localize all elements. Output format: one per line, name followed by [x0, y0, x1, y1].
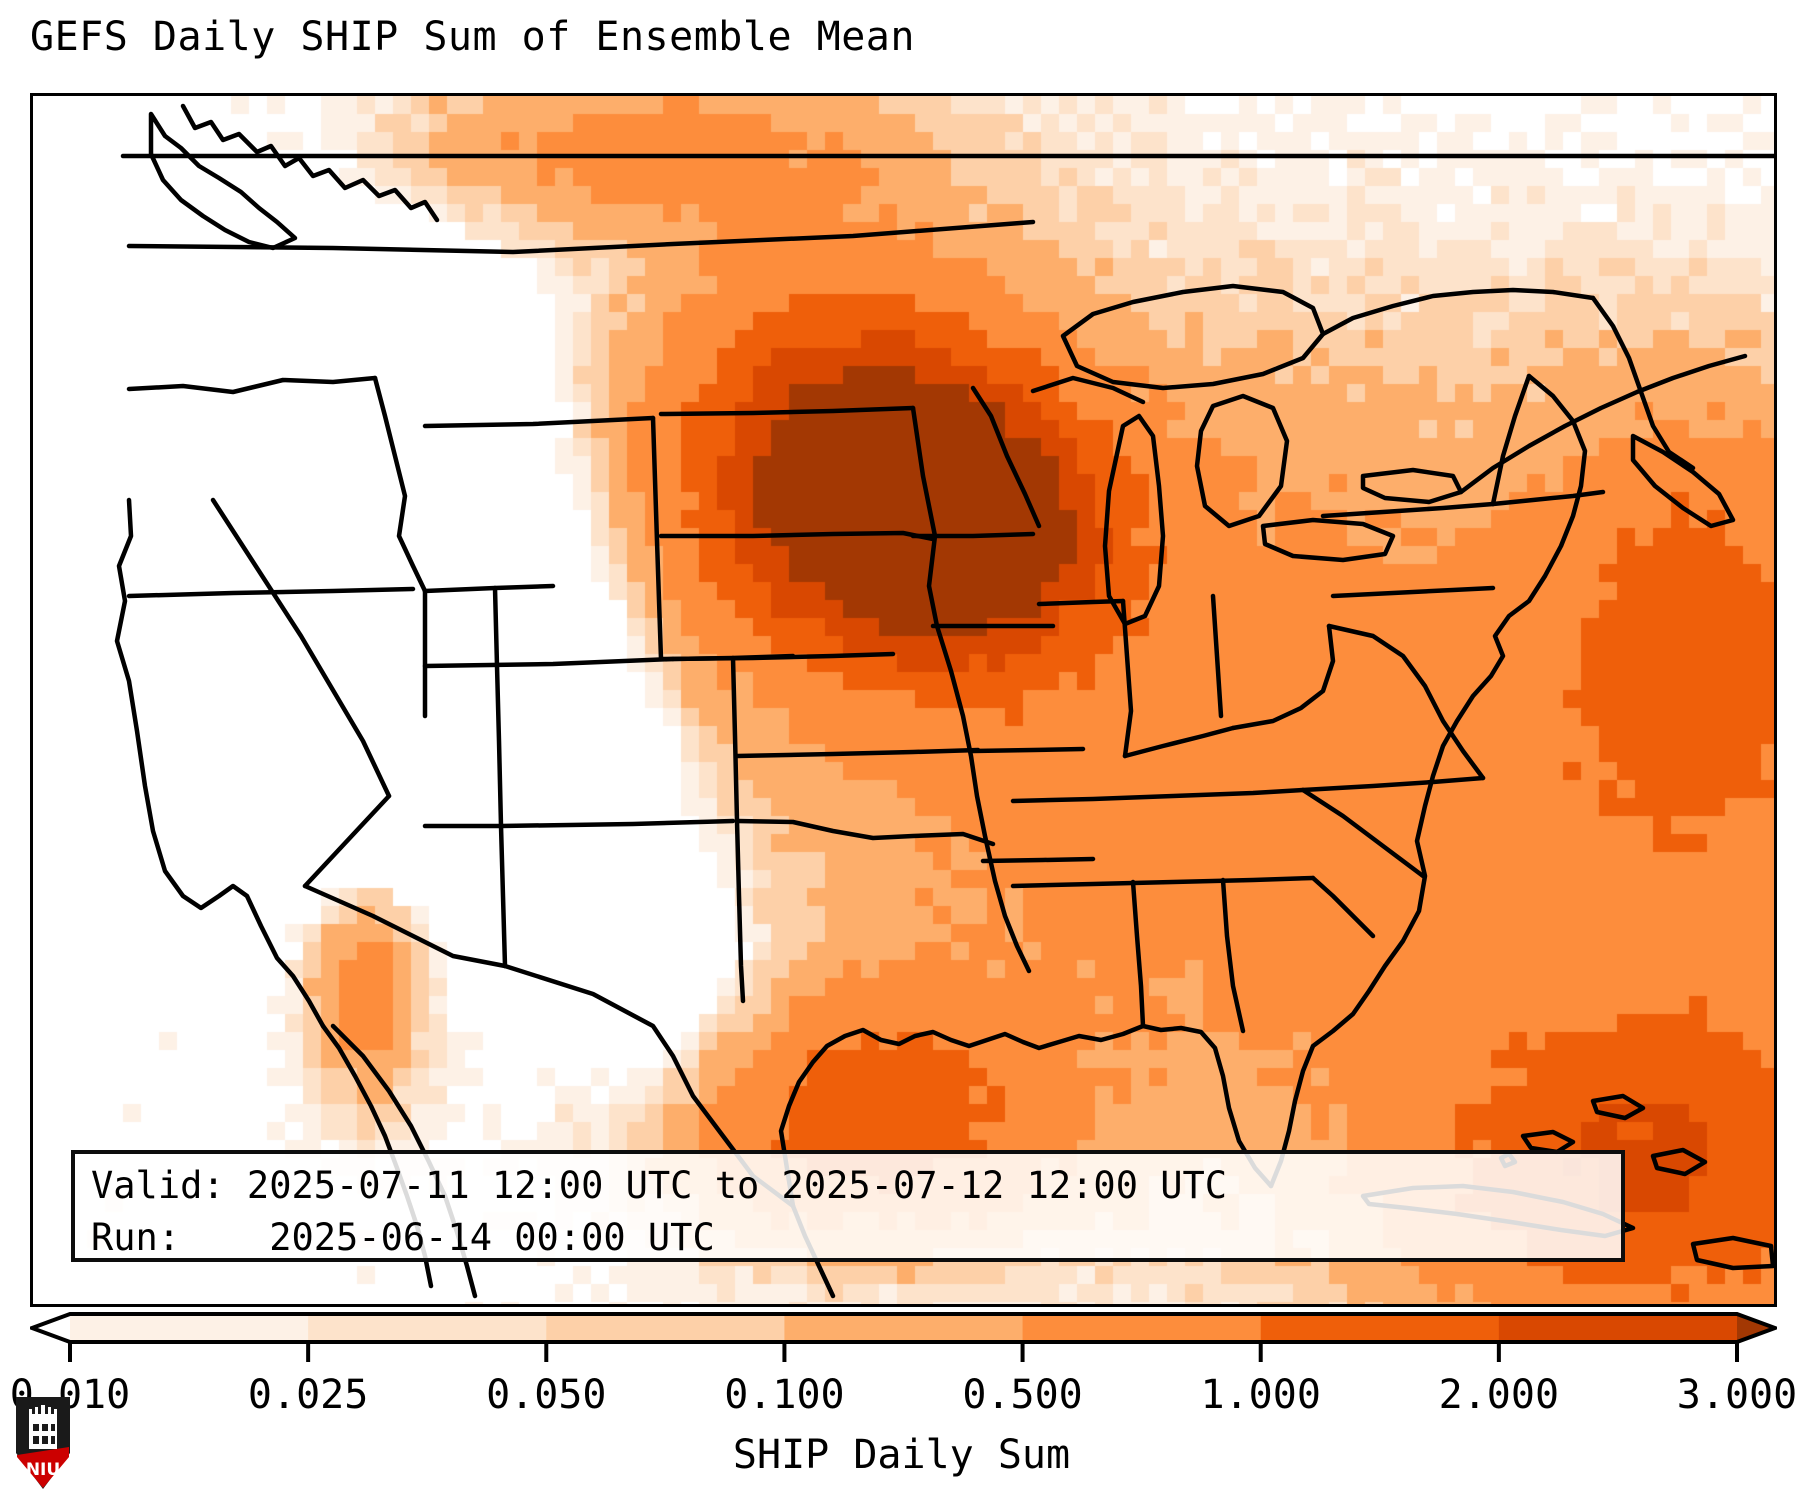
colorbar[interactable] — [30, 1310, 1777, 1362]
island-hispaniola — [1690, 1235, 1774, 1271]
state-line-id-wy — [422, 583, 556, 594]
colorbar-band-5 — [1260, 1314, 1500, 1342]
state-line-ks-ok — [734, 747, 981, 759]
state-line-ar-la — [980, 856, 1096, 864]
coastline-hudson-approach — [1320, 287, 1596, 337]
state-line-nc-sc — [1300, 787, 1426, 879]
state-line-wi-il — [1036, 598, 1126, 607]
river-mississippi — [910, 405, 1032, 974]
state-line-nc-va — [1300, 775, 1486, 793]
lake-erie — [1260, 517, 1396, 563]
lake-ontario — [1360, 467, 1464, 505]
state-line-mn-wi — [970, 385, 1042, 529]
state-line-pa-ny — [1320, 501, 1496, 519]
coastline-st-lawrence — [1458, 353, 1748, 495]
colorbar-band-0 — [70, 1314, 309, 1342]
colorbar-over-arrow — [1737, 1314, 1775, 1342]
colorbar-tick-label-2: 0.050 — [486, 1372, 607, 1418]
state-line-or-nv-ca — [126, 586, 416, 599]
state-line-wy-south — [422, 656, 676, 669]
coastline-gulf — [778, 1023, 1146, 1209]
map-plot-area: Valid: 2025-07-11 12:00 UTC to 2025-07-1… — [30, 93, 1777, 1307]
state-line-wy-east — [650, 415, 664, 662]
colorbar-tick-label-3: 0.100 — [724, 1372, 845, 1418]
state-line-ny-ne — [1490, 373, 1532, 507]
colorbar-tick-label-6: 2.000 — [1438, 1372, 1560, 1418]
lake-huron — [1194, 393, 1290, 529]
colorbar-band-4 — [1022, 1314, 1262, 1342]
state-line-ok-tx — [734, 818, 996, 847]
colorbar-band-6 — [1498, 1314, 1738, 1342]
state-line-mo-ar — [970, 746, 1086, 754]
state-line-wa-or-id-mt — [126, 219, 1036, 255]
colorbar-tick-label-1: 0.025 — [247, 1372, 369, 1418]
colorbar-tick-labels: 0.010 0.025 0.050 0.100 0.500 1.000 2.000 3.000 — [0, 1372, 1803, 1424]
coastline-pacific — [114, 497, 326, 1029]
state-line-az-mexico — [302, 883, 508, 969]
state-line-ca-nv — [210, 497, 392, 799]
state-line-oh-ky-wv — [1230, 623, 1336, 731]
colorbar-under-arrow — [32, 1314, 70, 1342]
info-box: Valid: 2025-07-11 12:00 UTC to 2025-07-1… — [71, 1150, 1625, 1262]
state-line-ga-sc-nc — [1310, 875, 1376, 939]
state-line-nd-sd — [658, 405, 916, 417]
shaded-contour-field — [33, 96, 1774, 1304]
logo-text: NIU — [26, 1460, 60, 1480]
state-line-mn-ia — [910, 531, 1036, 539]
info-run-line: Run: 2025-06-14 00:00 UTC — [91, 1216, 715, 1259]
state-line-ms-al — [1130, 879, 1146, 1029]
state-line-az-nm — [498, 823, 508, 969]
map-borders-overlay — [114, 103, 1774, 1299]
state-line-ut-co — [492, 585, 504, 829]
info-valid-line: Valid: 2025-07-11 12:00 UTC to 2025-07-1… — [91, 1164, 1228, 1207]
state-line-sd-ne — [658, 530, 936, 542]
logo-shield-bottom — [17, 1447, 69, 1488]
colorbar-band-1 — [308, 1314, 547, 1342]
state-line-va-wv-pa — [1326, 623, 1486, 781]
state-line-wi-mi — [1030, 375, 1146, 405]
state-line-ky-tn — [1010, 787, 1306, 804]
lake-superior — [1060, 283, 1326, 391]
coastline-nova-scotia — [1630, 433, 1736, 529]
colorbar-band-2 — [546, 1314, 786, 1342]
colorbar-tick-label-4: 0.500 — [962, 1372, 1083, 1418]
colorbar-band-3 — [784, 1314, 1024, 1342]
state-line-wa-or — [126, 375, 378, 395]
state-line-il-in — [1120, 598, 1134, 759]
niu-logo: NIU — [16, 1397, 70, 1489]
state-line-ne-ks — [658, 651, 896, 662]
island-bahamas-2 — [1590, 1093, 1646, 1121]
state-line-ca-az — [302, 793, 392, 889]
state-line-co-nm — [498, 818, 736, 829]
state-line-ny-vt-ma — [1490, 489, 1606, 507]
coastline-atlantic — [1268, 373, 1588, 1189]
colorbar-axis-label: SHIP Daily Sum — [732, 1432, 1071, 1478]
island-bahamas-1 — [1520, 1129, 1576, 1155]
colorbar-tick-label-5: 1.000 — [1200, 1372, 1321, 1418]
state-line-pa-md — [1330, 585, 1496, 599]
state-line-tn-ms-al-ga — [1010, 875, 1316, 889]
colorbar-tick-label-7: 3.000 — [1676, 1372, 1798, 1418]
state-line-al-ga — [1220, 877, 1246, 1034]
page-title: GEFS Daily SHIP Sum of Ensemble Mean — [30, 14, 915, 60]
coastline-puget-sound — [180, 103, 440, 223]
island-bahamas-3 — [1650, 1147, 1708, 1177]
state-line-co-east — [730, 655, 740, 824]
coastline-vancouver-island — [148, 111, 298, 251]
logo-tower-windows — [33, 1424, 55, 1444]
state-line-nm-tx — [734, 818, 746, 1004]
lake-michigan — [1102, 413, 1166, 627]
state-line-id-mt — [372, 375, 428, 594]
state-line-mt-wy — [422, 415, 656, 429]
coastline-maritimes — [1590, 295, 1696, 471]
state-line-in-oh — [1210, 593, 1224, 719]
state-line-in-ky — [1122, 725, 1236, 759]
